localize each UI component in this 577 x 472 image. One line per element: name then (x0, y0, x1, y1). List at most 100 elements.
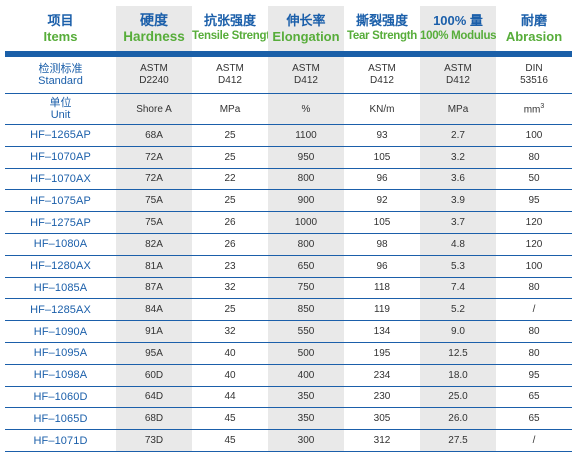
cell-model: HF–1285AX (5, 298, 116, 322)
unit-cell: Shore A (116, 93, 192, 125)
cell-model: HF–1075AP (5, 189, 116, 213)
unit-abrasion-base: mm (523, 104, 541, 116)
cell-modulus: 7.4 (420, 277, 496, 300)
cell-hardness: 68A (116, 124, 192, 147)
cell-model: HF–1090A (5, 320, 116, 343)
cell-model: HF–1085A (5, 277, 116, 300)
cell-model: HF–1070AX (5, 168, 116, 191)
cell-model: HF–1095A (5, 342, 116, 365)
cell-hardness: 72A (116, 146, 192, 169)
header-zh: 100% 量 (433, 12, 483, 28)
cell-hardness: 75A (116, 211, 192, 234)
cell-hardness: 68D (116, 407, 192, 431)
cell-model: HF–1070AP (5, 146, 116, 169)
unit-abrasion-sup: 3 (540, 102, 545, 110)
cell-hardness: 81A (116, 255, 192, 278)
standard-cell: ASTM D412 (420, 54, 496, 94)
header-elongation: 伸长率 Elongation (268, 6, 344, 57)
standard-line1: ASTM (292, 63, 320, 74)
standard-row: 检测标准 Standard ASTM D2240 ASTM D412 ASTM … (5, 54, 572, 94)
cell-model: HF–1265AP (5, 124, 116, 147)
cell-abrasion: 65 (496, 386, 572, 409)
unit-label: 单位 Unit (5, 93, 116, 125)
standard-line1: ASTM (368, 63, 396, 74)
cell-elongation: 300 (268, 429, 344, 452)
header-hardness: 硬度 Hardness (116, 6, 192, 57)
standard-line2: D412 (294, 75, 318, 86)
standard-label: 检测标准 Standard (5, 54, 116, 94)
cell-tear: 305 (344, 407, 420, 431)
cell-abrasion: 50 (496, 168, 572, 191)
table-row: HF–1275AP 75A 26 1000 105 3.7 120 (5, 211, 572, 234)
cell-abrasion: 65 (496, 407, 572, 431)
cell-elongation: 1100 (268, 124, 344, 147)
header-modulus: 100% 量 100% Modulus (420, 6, 496, 57)
table-row: HF–1285AX 84A 25 850 119 5.2/ (5, 298, 572, 322)
properties-table: 项目 Items 硬度 Hardness 抗张强度 Tensile Streng… (5, 6, 572, 452)
cell-tensile: 25 (192, 189, 268, 213)
cell-model: HF–1080A (5, 233, 116, 256)
cell-tensile: 23 (192, 255, 268, 278)
cell-modulus: 25.0 (420, 386, 496, 409)
cell-tear: 92 (344, 189, 420, 213)
cell-abrasion: 80 (496, 320, 572, 343)
cell-hardness: 82A (116, 233, 192, 256)
header-en: Tear Strength (346, 29, 417, 42)
cell-tear: 118 (344, 277, 420, 300)
cell-abrasion: / (496, 429, 572, 452)
standard-line1: ASTM (216, 63, 244, 74)
cell-modulus: 5.2 (420, 298, 496, 322)
header-tear-strength: 撕裂强度 Tear Strength (344, 6, 420, 57)
cell-elongation: 900 (268, 189, 344, 213)
cell-modulus: 3.7 (420, 211, 496, 234)
cell-modulus: 3.9 (420, 189, 496, 213)
header-zh: 撕裂强度 (355, 12, 408, 28)
spec-sheet: 项目 Items 硬度 Hardness 抗张强度 Tensile Streng… (0, 6, 577, 472)
table-row: HF–1075AP 75A 25 900 92 3.9 95 (5, 189, 572, 213)
header-zh: 抗张强度 (203, 12, 256, 28)
standard-line1: ASTM (140, 63, 168, 74)
cell-abrasion: 80 (496, 342, 572, 365)
cell-tensile: 22 (192, 168, 268, 191)
cell-tensile: 25 (192, 146, 268, 169)
cell-abrasion: 95 (496, 189, 572, 213)
standard-cell: ASTM D412 (344, 54, 420, 94)
unit-cell: KN/m (344, 93, 420, 125)
cell-abrasion: 80 (496, 277, 572, 300)
cell-hardness: 84A (116, 298, 192, 322)
cell-tensile: 26 (192, 233, 268, 256)
cell-modulus: 2.7 (420, 124, 496, 147)
table-row: HF–1265AP 68A 25 1100 93 2.7 100 (5, 124, 572, 147)
table-row: HF–1070AX 72A 22 800 96 3.6 50 (5, 168, 572, 191)
cell-elongation: 800 (268, 233, 344, 256)
cell-model: HF–1060D (5, 386, 116, 409)
cell-abrasion: 80 (496, 146, 572, 169)
cell-elongation: 350 (268, 386, 344, 409)
unit-cell: % (268, 93, 344, 125)
cell-elongation: 400 (268, 364, 344, 387)
cell-tear: 312 (344, 429, 420, 452)
header-zh: 伸长率 (286, 12, 326, 28)
header-zh: 硬度 (140, 11, 168, 28)
standard-cell: ASTM D412 (268, 54, 344, 94)
standard-cell: ASTM D2240 (116, 54, 192, 94)
header-en: Tensile Strength (192, 29, 268, 42)
cell-model: HF–1275AP (5, 211, 116, 234)
table-row: HF–1070AP 72A 25 950 105 3.2 80 (5, 146, 572, 169)
cell-modulus: 26.0 (420, 407, 496, 431)
cell-tensile: 25 (192, 124, 268, 147)
cell-tensile: 40 (192, 364, 268, 387)
cell-tensile: 32 (192, 320, 268, 343)
cell-hardness: 72A (116, 168, 192, 191)
cell-tear: 105 (344, 211, 420, 234)
header-en: Elongation (272, 28, 340, 44)
cell-hardness: 73D (116, 429, 192, 452)
cell-tear: 98 (344, 233, 420, 256)
standard-line2: D412 (446, 75, 470, 86)
cell-tear: 105 (344, 146, 420, 169)
cell-elongation: 650 (268, 255, 344, 278)
cell-model: HF–1071D (5, 429, 116, 452)
standard-line2: D412 (218, 75, 242, 86)
cell-tensile: 45 (192, 429, 268, 452)
cell-abrasion: 100 (496, 255, 572, 278)
